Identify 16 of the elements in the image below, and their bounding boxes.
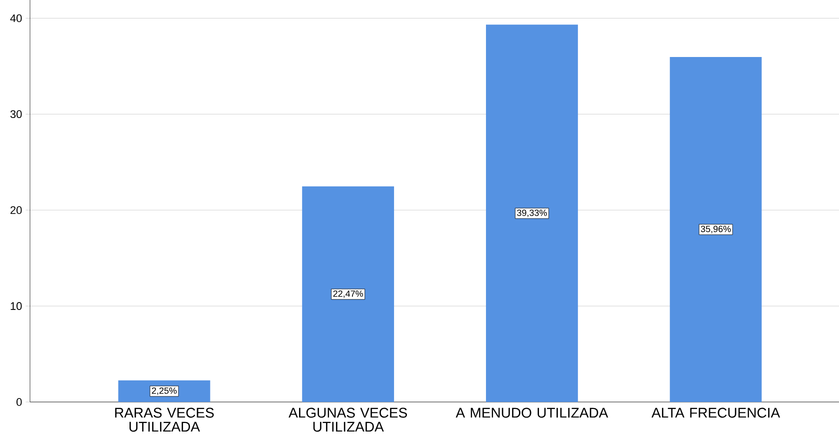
- y-tick-label: 10: [10, 302, 22, 310]
- y-tick-label: 20: [10, 206, 22, 214]
- x-tick-label: RARAS VECES UTILIZADA: [115, 408, 214, 432]
- y-tick-label: 0: [16, 398, 22, 406]
- y-tick-label: 40: [10, 14, 22, 22]
- data-label: 22,47%: [333, 290, 364, 298]
- y-tick-label: 30: [10, 110, 22, 118]
- data-label: 39,33%: [517, 210, 547, 218]
- x-tick-label: ALTA FRECUENCIA: [652, 408, 780, 418]
- bar: [670, 56, 762, 402]
- x-tick-label: ALGUNAS VECES UTILIZADA: [288, 408, 407, 432]
- bar: [302, 186, 394, 402]
- data-label: 2,25%: [152, 387, 177, 395]
- bar: [486, 24, 578, 402]
- x-tick-label: A MENUDO UTILIZADA: [456, 408, 608, 418]
- data-label: 35,96%: [700, 226, 731, 234]
